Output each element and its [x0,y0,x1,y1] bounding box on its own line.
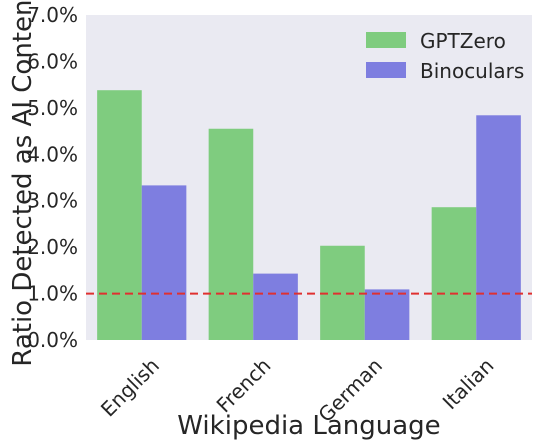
y-tick-label: 4.0% [27,142,78,166]
bar-gptzero-italian [431,207,477,340]
legend-label-binoculars: Binoculars [420,59,524,83]
bar-gptzero-english [97,90,142,341]
bar-binoculars-german [364,289,410,340]
y-tick-label: 0.0% [27,328,78,352]
legend: GPTZero Binoculars [366,29,524,83]
bars-group [97,90,521,341]
bar-gptzero-french [208,128,254,340]
y-tick-label: 7.0% [27,3,78,27]
y-tick-label: 5.0% [27,96,78,120]
x-tick-label-italian: Italian [438,353,499,414]
x-tick-label-english: English [96,353,164,421]
legend-swatch-gptzero [366,32,406,48]
x-axis-label: Wikipedia Language [177,411,440,441]
y-tick-labels: 0.0% 1.0% 2.0% 3.0% 4.0% 5.0% 6.0% 7.0% [27,3,78,352]
y-tick-label: 1.0% [27,282,78,306]
bar-binoculars-english [141,185,187,340]
bar-binoculars-french [253,273,298,340]
x-tick-label-french: French [212,353,276,417]
y-axis-label: Ratio Detected as AI Content [8,0,38,367]
y-tick-label: 2.0% [27,235,78,259]
legend-label-gptzero: GPTZero [420,29,506,53]
bar-binoculars-italian [476,115,521,340]
y-tick-label: 3.0% [27,189,78,213]
y-tick-label: 6.0% [27,49,78,73]
legend-swatch-binoculars [366,62,406,78]
